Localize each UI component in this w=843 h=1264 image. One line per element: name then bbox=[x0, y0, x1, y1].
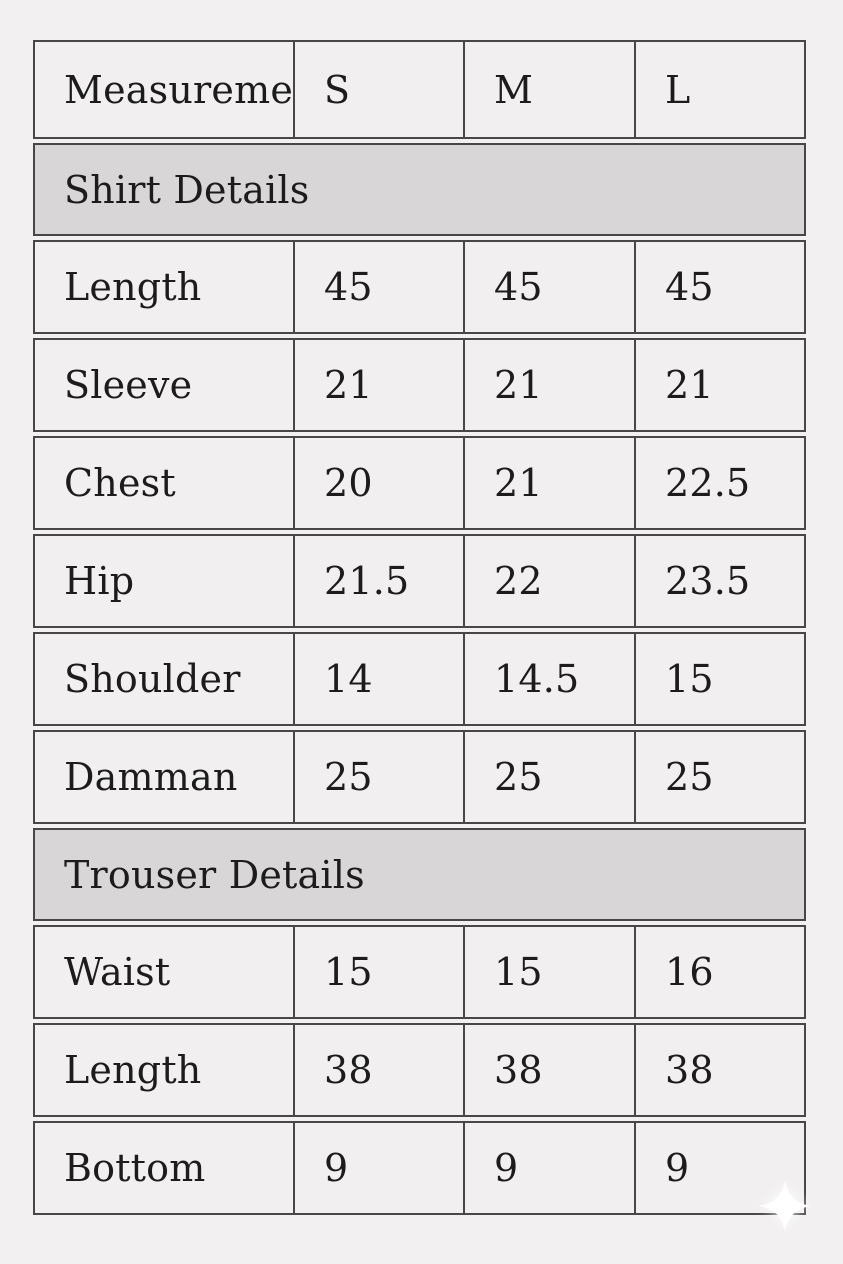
measurement-value-l: 25 bbox=[634, 732, 804, 822]
measurement-label: Length bbox=[64, 1048, 202, 1092]
size-chart-table: Measurement S M L Shirt Details Length 4… bbox=[33, 40, 806, 1219]
measurement-label: Length bbox=[64, 265, 202, 309]
measurement-value-s: 38 bbox=[293, 1025, 463, 1115]
measurement-value-l: 21 bbox=[634, 340, 804, 430]
measurement-label: Shoulder bbox=[64, 657, 241, 701]
measurement-value-s: 15 bbox=[293, 927, 463, 1017]
column-header-s: S bbox=[293, 42, 463, 137]
measurement-row-shoulder: Shoulder 14 14.5 15 bbox=[33, 632, 806, 726]
measurement-row-damman: Damman 25 25 25 bbox=[33, 730, 806, 824]
measurement-value-l: 15 bbox=[634, 634, 804, 724]
measurement-value-l: 22.5 bbox=[634, 438, 804, 528]
measurement-label: Waist bbox=[64, 950, 171, 994]
measurement-label: Damman bbox=[64, 755, 238, 799]
measurement-value-l: 38 bbox=[634, 1025, 804, 1115]
section-title: Shirt Details bbox=[64, 167, 310, 212]
measurement-value-m: 21 bbox=[463, 438, 634, 528]
measurement-label: Hip bbox=[64, 559, 135, 603]
measurement-value-m: 14.5 bbox=[463, 634, 634, 724]
measurement-row-waist: Waist 15 15 16 bbox=[33, 925, 806, 1019]
measurement-row-sleeve: Sleeve 21 21 21 bbox=[33, 338, 806, 432]
measurement-value-l: 23.5 bbox=[634, 536, 804, 626]
column-header-measurement: Measurement bbox=[64, 67, 293, 112]
measurement-value-m: 25 bbox=[463, 732, 634, 822]
measurement-value-m: 45 bbox=[463, 242, 634, 332]
measurement-value-m: 22 bbox=[463, 536, 634, 626]
measurement-value-l: 9 bbox=[634, 1123, 804, 1213]
measurement-value-m: 21 bbox=[463, 340, 634, 430]
measurement-row-shirt-length: Length 45 45 45 bbox=[33, 240, 806, 334]
measurement-value-m: 9 bbox=[463, 1123, 634, 1213]
measurement-value-l: 45 bbox=[634, 242, 804, 332]
measurement-label: Chest bbox=[64, 461, 176, 505]
section-row-trouser-details: Trouser Details bbox=[33, 828, 806, 921]
measurement-label: Sleeve bbox=[64, 363, 193, 407]
measurement-value-m: 15 bbox=[463, 927, 634, 1017]
measurement-value-s: 9 bbox=[293, 1123, 463, 1213]
measurement-value-s: 25 bbox=[293, 732, 463, 822]
header-row: Measurement S M L bbox=[33, 40, 806, 139]
measurement-row-chest: Chest 20 21 22.5 bbox=[33, 436, 806, 530]
measurement-value-s: 14 bbox=[293, 634, 463, 724]
measurement-row-trouser-length: Length 38 38 38 bbox=[33, 1023, 806, 1117]
measurement-value-s: 21.5 bbox=[293, 536, 463, 626]
section-title: Trouser Details bbox=[64, 852, 365, 897]
column-header-l: L bbox=[634, 42, 804, 137]
measurement-row-bottom: Bottom 9 9 9 bbox=[33, 1121, 806, 1215]
measurement-value-s: 21 bbox=[293, 340, 463, 430]
measurement-value-l: 16 bbox=[634, 927, 804, 1017]
sparkle-icon bbox=[759, 1180, 811, 1232]
column-header-m: M bbox=[463, 42, 634, 137]
measurement-value-s: 45 bbox=[293, 242, 463, 332]
measurement-label: Bottom bbox=[64, 1146, 206, 1190]
measurement-value-s: 20 bbox=[293, 438, 463, 528]
section-row-shirt-details: Shirt Details bbox=[33, 143, 806, 236]
measurement-row-hip: Hip 21.5 22 23.5 bbox=[33, 534, 806, 628]
measurement-value-m: 38 bbox=[463, 1025, 634, 1115]
